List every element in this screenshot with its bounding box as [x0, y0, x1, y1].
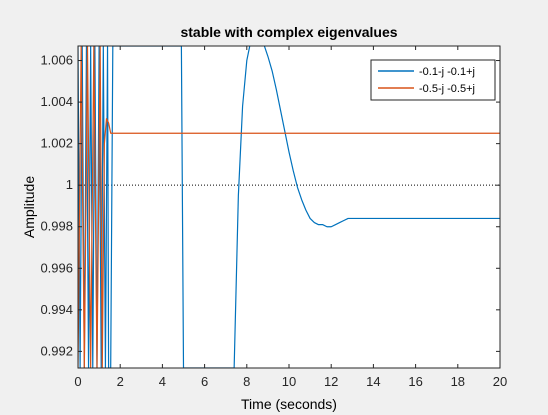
x-tick-label: 16	[408, 374, 422, 389]
legend-entry-label: -0.1-j -0.1+j	[419, 66, 475, 78]
y-tick-label: 1.006	[40, 53, 73, 68]
legend-entry-label: -0.5-j -0.5+j	[419, 83, 475, 95]
y-tick-label: 0.996	[40, 260, 73, 275]
x-tick-label: 18	[451, 374, 465, 389]
y-tick-label: 1	[66, 177, 73, 192]
y-tick-label: 0.998	[40, 219, 73, 234]
x-tick-label: 4	[159, 374, 166, 389]
x-tick-label: 0	[74, 374, 81, 389]
x-tick-label: 6	[201, 374, 208, 389]
x-tick-label: 8	[243, 374, 250, 389]
x-tick-label: 2	[117, 374, 124, 389]
legend[interactable]: -0.1-j -0.1+j -0.5-j -0.5+j	[370, 59, 496, 101]
x-tick-label: 14	[366, 374, 380, 389]
y-tick-label: 1.002	[40, 136, 73, 151]
y-tick-label: 0.994	[40, 302, 73, 317]
x-tick-label: 20	[493, 374, 507, 389]
x-axis-label: Time (seconds)	[241, 396, 337, 412]
series-line-2	[78, 46, 500, 368]
legend-box	[370, 59, 496, 101]
x-tick-label: 12	[324, 374, 338, 389]
chart-title: stable with complex eigenvalues	[180, 24, 397, 40]
x-tick-label: 10	[282, 374, 296, 389]
y-tick-label: 1.004	[40, 94, 73, 109]
y-axis-label: Amplitude	[21, 176, 37, 238]
y-tick-label: 0.992	[40, 343, 73, 358]
